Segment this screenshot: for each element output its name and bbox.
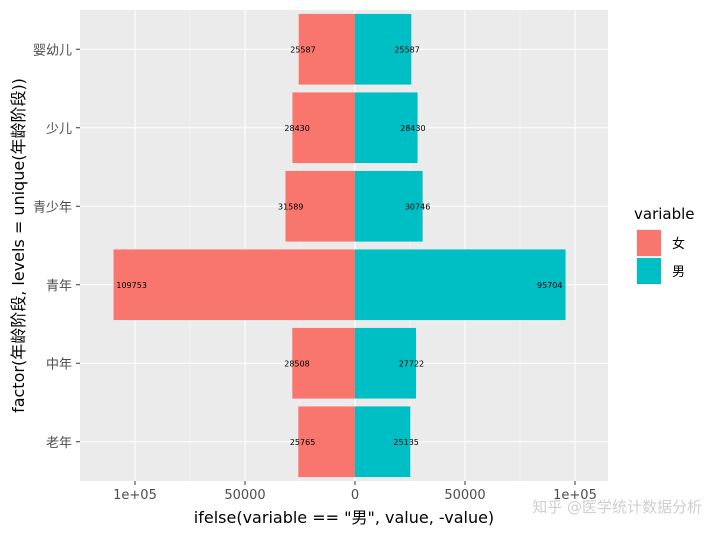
bar-value-label: 25135 [393, 438, 418, 447]
legend-swatch-女 [637, 230, 661, 256]
bar-value-label: 28430 [284, 124, 309, 133]
y-tick-label: 少儿 [46, 122, 72, 137]
bar-女-青少年 [285, 170, 355, 242]
y-axis-title: factor(年龄阶段, levels = unique(年龄阶段)) [9, 78, 28, 413]
bar-男-婴幼儿 [355, 13, 412, 85]
bar-value-label: 27722 [399, 359, 424, 368]
y-tick-label: 青少年 [33, 200, 72, 215]
bar-女-婴幼儿 [298, 13, 355, 85]
bar-value-label: 25587 [394, 45, 419, 54]
bar-女-少儿 [292, 92, 355, 164]
y-tick-label: 婴幼儿 [33, 43, 72, 58]
bar-value-label: 30746 [405, 202, 430, 211]
bar-value-label: 25765 [290, 438, 315, 447]
legend-label: 女 [672, 236, 685, 252]
bar-女-青年 [113, 249, 356, 321]
bar-value-label: 28508 [284, 359, 309, 368]
bar-value-label: 25587 [290, 45, 315, 54]
x-axis-title: ifelse(variable == "男", value, -value) [194, 508, 494, 527]
bar-女-中年 [292, 327, 355, 399]
bar-value-label: 95704 [537, 281, 562, 290]
watermark-text: 知乎 @医学统计数据分析 [532, 498, 702, 516]
x-tick-label: 1e+05 [113, 488, 157, 503]
bar-男-青少年 [355, 170, 423, 242]
y-tick-label: 青年 [46, 279, 72, 294]
bar-男-中年 [355, 327, 416, 399]
bar-男-老年 [355, 406, 411, 478]
bar-value-label: 28430 [400, 124, 425, 133]
bar-labels: 25587 28430 31589 109753 28508 25765 25587 2843… [116, 45, 562, 447]
bar-男-少儿 [355, 92, 418, 164]
y-tick-label: 中年 [46, 357, 72, 372]
legend: variable 女男 [634, 205, 695, 285]
bar-value-label: 31589 [278, 202, 303, 211]
bar-男-青年 [355, 249, 566, 321]
legend-label: 男 [672, 265, 685, 280]
x-tick-label: 50000 [224, 488, 265, 503]
bar-value-label: 109753 [116, 281, 147, 290]
x-tick-label: 50000 [444, 488, 485, 503]
x-tick-label: 1e+05 [553, 488, 597, 503]
x-axis-ticks: 1e+05 50000 0 50000 1e+05 [113, 481, 597, 503]
x-tick-label: 0 [351, 488, 359, 503]
bar-女-老年 [298, 406, 355, 478]
bars [113, 13, 566, 478]
legend-title: variable [634, 205, 695, 223]
y-tick-label: 老年 [46, 436, 72, 451]
legend-swatch-男 [637, 258, 661, 284]
